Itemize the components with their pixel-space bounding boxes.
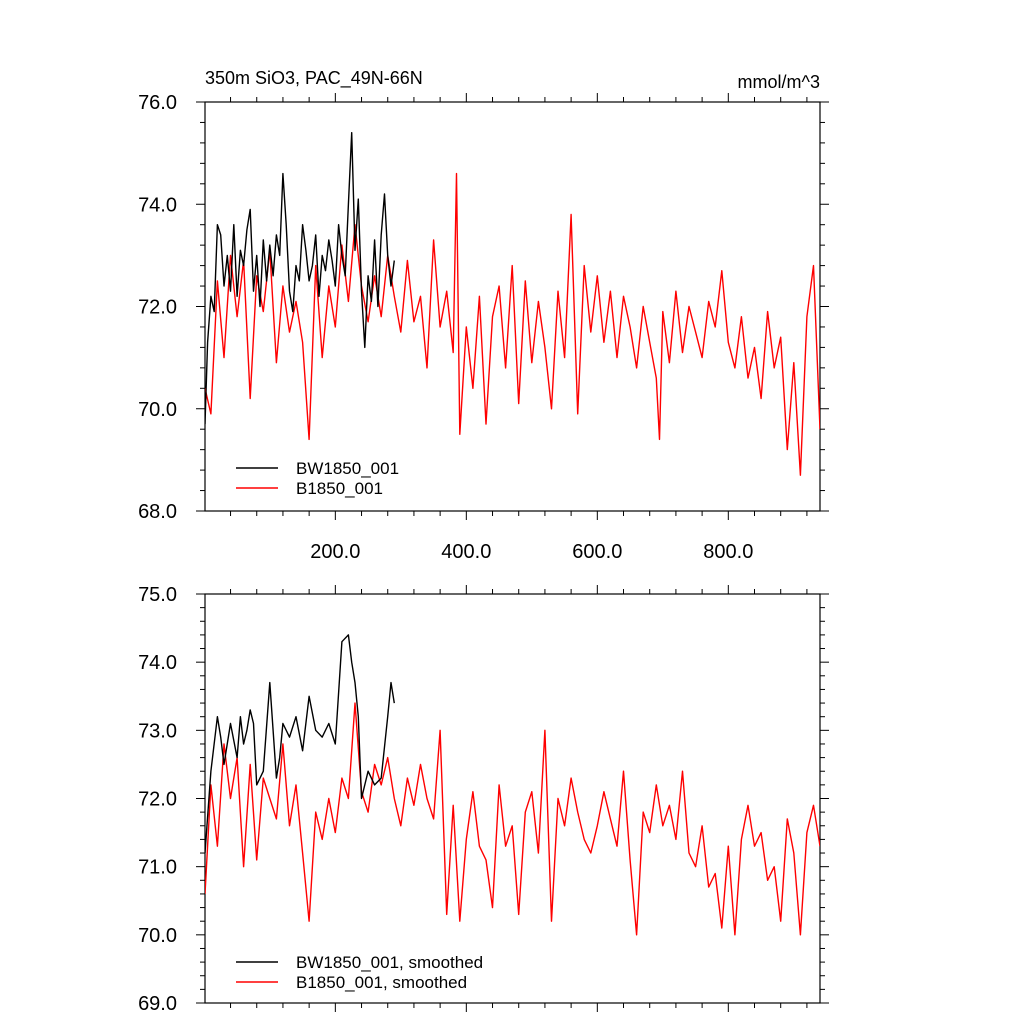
top-chart-panel: 68.0 70.0 72.0 74.0 76.0 200.0 400.0 600.0 800.0… xyxy=(138,68,829,563)
chart-title: 350m SiO3, PAC_49N-66N xyxy=(205,68,423,89)
units-label: mmol/m^3 xyxy=(738,72,820,92)
y-tick-label: 74.0 xyxy=(138,652,177,674)
x-tick-label: 800.0 xyxy=(703,541,753,563)
x-tick-label: 400.0 xyxy=(441,541,491,563)
series-line-red xyxy=(205,702,820,936)
x-tick-label: 200.0 xyxy=(310,541,360,563)
legend-label: BW1850_001 xyxy=(296,459,399,478)
y-tick-label: 70.0 xyxy=(138,399,177,421)
bottom-chart-panel: 69.0 70.0 71.0 72.0 73.0 74.0 75.0 BW1850_001, … xyxy=(138,584,829,1015)
y-tick-label: 71.0 xyxy=(138,857,177,879)
y-tick-label: 75.0 xyxy=(138,584,177,606)
y-tick-label: 72.0 xyxy=(138,297,177,319)
y-tick-label: 73.0 xyxy=(138,720,177,742)
y-tick-label: 68.0 xyxy=(138,501,177,523)
series-line-black xyxy=(205,634,395,854)
y-tick-label: 69.0 xyxy=(138,993,177,1015)
y-tick-label: 72.0 xyxy=(138,789,177,811)
legend-label: B1850_001, smoothed xyxy=(296,973,467,992)
x-tick-label: 600.0 xyxy=(572,541,622,563)
y-tick-label: 70.0 xyxy=(138,925,177,947)
legend-label: B1850_001 xyxy=(296,479,383,498)
legend-label: BW1850_001, smoothed xyxy=(296,953,483,972)
series-line-red xyxy=(205,172,820,476)
series-line-black xyxy=(205,131,395,425)
y-tick-label: 74.0 xyxy=(138,194,177,216)
y-tick-label: 76.0 xyxy=(138,92,177,114)
